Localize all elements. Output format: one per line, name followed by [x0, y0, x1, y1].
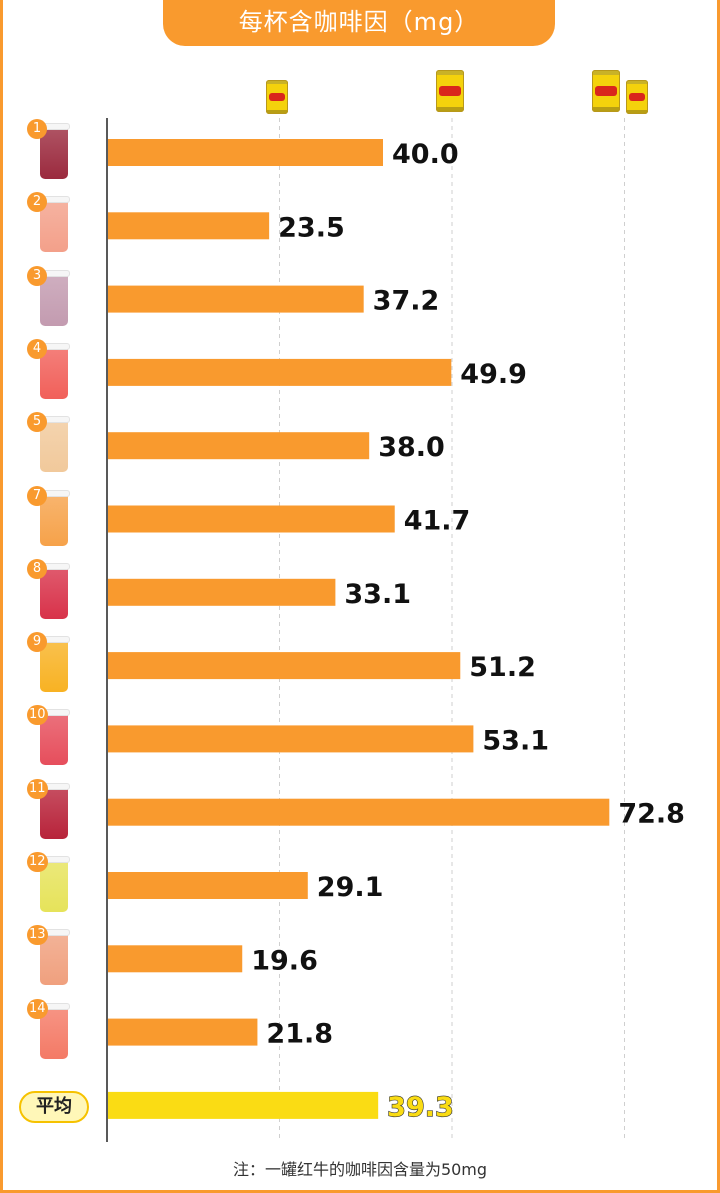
rank-badge: 7 — [27, 485, 47, 506]
rank-badge: 4 — [27, 338, 47, 359]
value-label: 51.2 — [469, 652, 536, 683]
drink-cup-icon: 2 — [24, 192, 76, 254]
drink-cup-icon: 11 — [24, 778, 76, 841]
rank-badge: 1 — [27, 119, 47, 139]
value-label: 41.7 — [404, 506, 471, 537]
footnote: 注：一罐红牛的咖啡因含量为50mg — [232, 1160, 488, 1179]
drink-cup-icon: 12 — [24, 852, 76, 914]
drink-cup-icon: 14 — [24, 998, 76, 1061]
drink-cup-icon: 10 — [24, 705, 76, 767]
rank-badge: 13 — [27, 925, 48, 946]
bar-cup-11 — [108, 798, 610, 826]
bar-cup-3 — [108, 285, 364, 313]
bar-cup-8 — [108, 578, 336, 606]
value-label: 38.0 — [378, 432, 445, 463]
rank-badge: 2 — [27, 192, 47, 213]
bar-average — [108, 1091, 379, 1119]
bar-cup-7 — [108, 505, 395, 533]
rank-badge: 12 — [27, 852, 48, 872]
value-label: 29.1 — [317, 872, 384, 903]
bar-cup-4 — [108, 358, 452, 386]
cup-body — [40, 420, 68, 473]
chart-title: 每杯含咖啡因（mg） — [163, 0, 555, 46]
value-label: 40.0 — [392, 139, 459, 170]
drink-cup-icon: 4 — [24, 338, 76, 401]
bar-cup-5 — [108, 432, 370, 460]
rank-badge: 3 — [27, 265, 47, 286]
rank-badge: 11 — [27, 778, 48, 799]
rank-badge: 9 — [27, 632, 47, 653]
value-label: 21.8 — [266, 1019, 333, 1050]
drink-cup-icon: 8 — [24, 558, 76, 621]
bar-cup-1 — [108, 139, 383, 166]
rank-badge: 8 — [27, 558, 47, 579]
value-label: 49.9 — [460, 359, 527, 390]
rank-badge: 14 — [27, 998, 48, 1019]
rank-badge: 5 — [27, 412, 47, 433]
value-label: 72.8 — [618, 799, 685, 830]
drink-cup-icon: 13 — [24, 925, 76, 987]
value-label: 53.1 — [482, 725, 549, 756]
drink-cup-icon: 5 — [24, 412, 76, 474]
bar-cup-2 — [108, 212, 270, 240]
cup-body — [40, 127, 68, 179]
drink-cup-icon: 9 — [24, 632, 76, 694]
value-label: 19.6 — [251, 945, 318, 976]
value-label: 23.5 — [278, 212, 345, 243]
bar-cup-12 — [108, 872, 308, 899]
bar-cup-14 — [108, 1018, 258, 1046]
bar-cup-9 — [108, 652, 461, 680]
drink-cup-icon: 1 — [24, 119, 76, 181]
bar-cup-13 — [108, 945, 243, 973]
drink-cup-icon: 3 — [24, 265, 76, 328]
drink-cup-icon: 7 — [24, 485, 76, 548]
cup-body — [40, 200, 68, 253]
cup-body — [40, 346, 68, 399]
value-label: 37.2 — [373, 286, 440, 317]
value-label-average: 39.3 — [387, 1092, 454, 1123]
average-label: 平均 — [19, 1091, 89, 1123]
cup-body — [40, 640, 68, 693]
value-label: 33.1 — [344, 579, 411, 610]
cup-body — [40, 566, 68, 619]
rank-badge: 10 — [27, 705, 48, 726]
bar-cup-10 — [108, 725, 474, 753]
